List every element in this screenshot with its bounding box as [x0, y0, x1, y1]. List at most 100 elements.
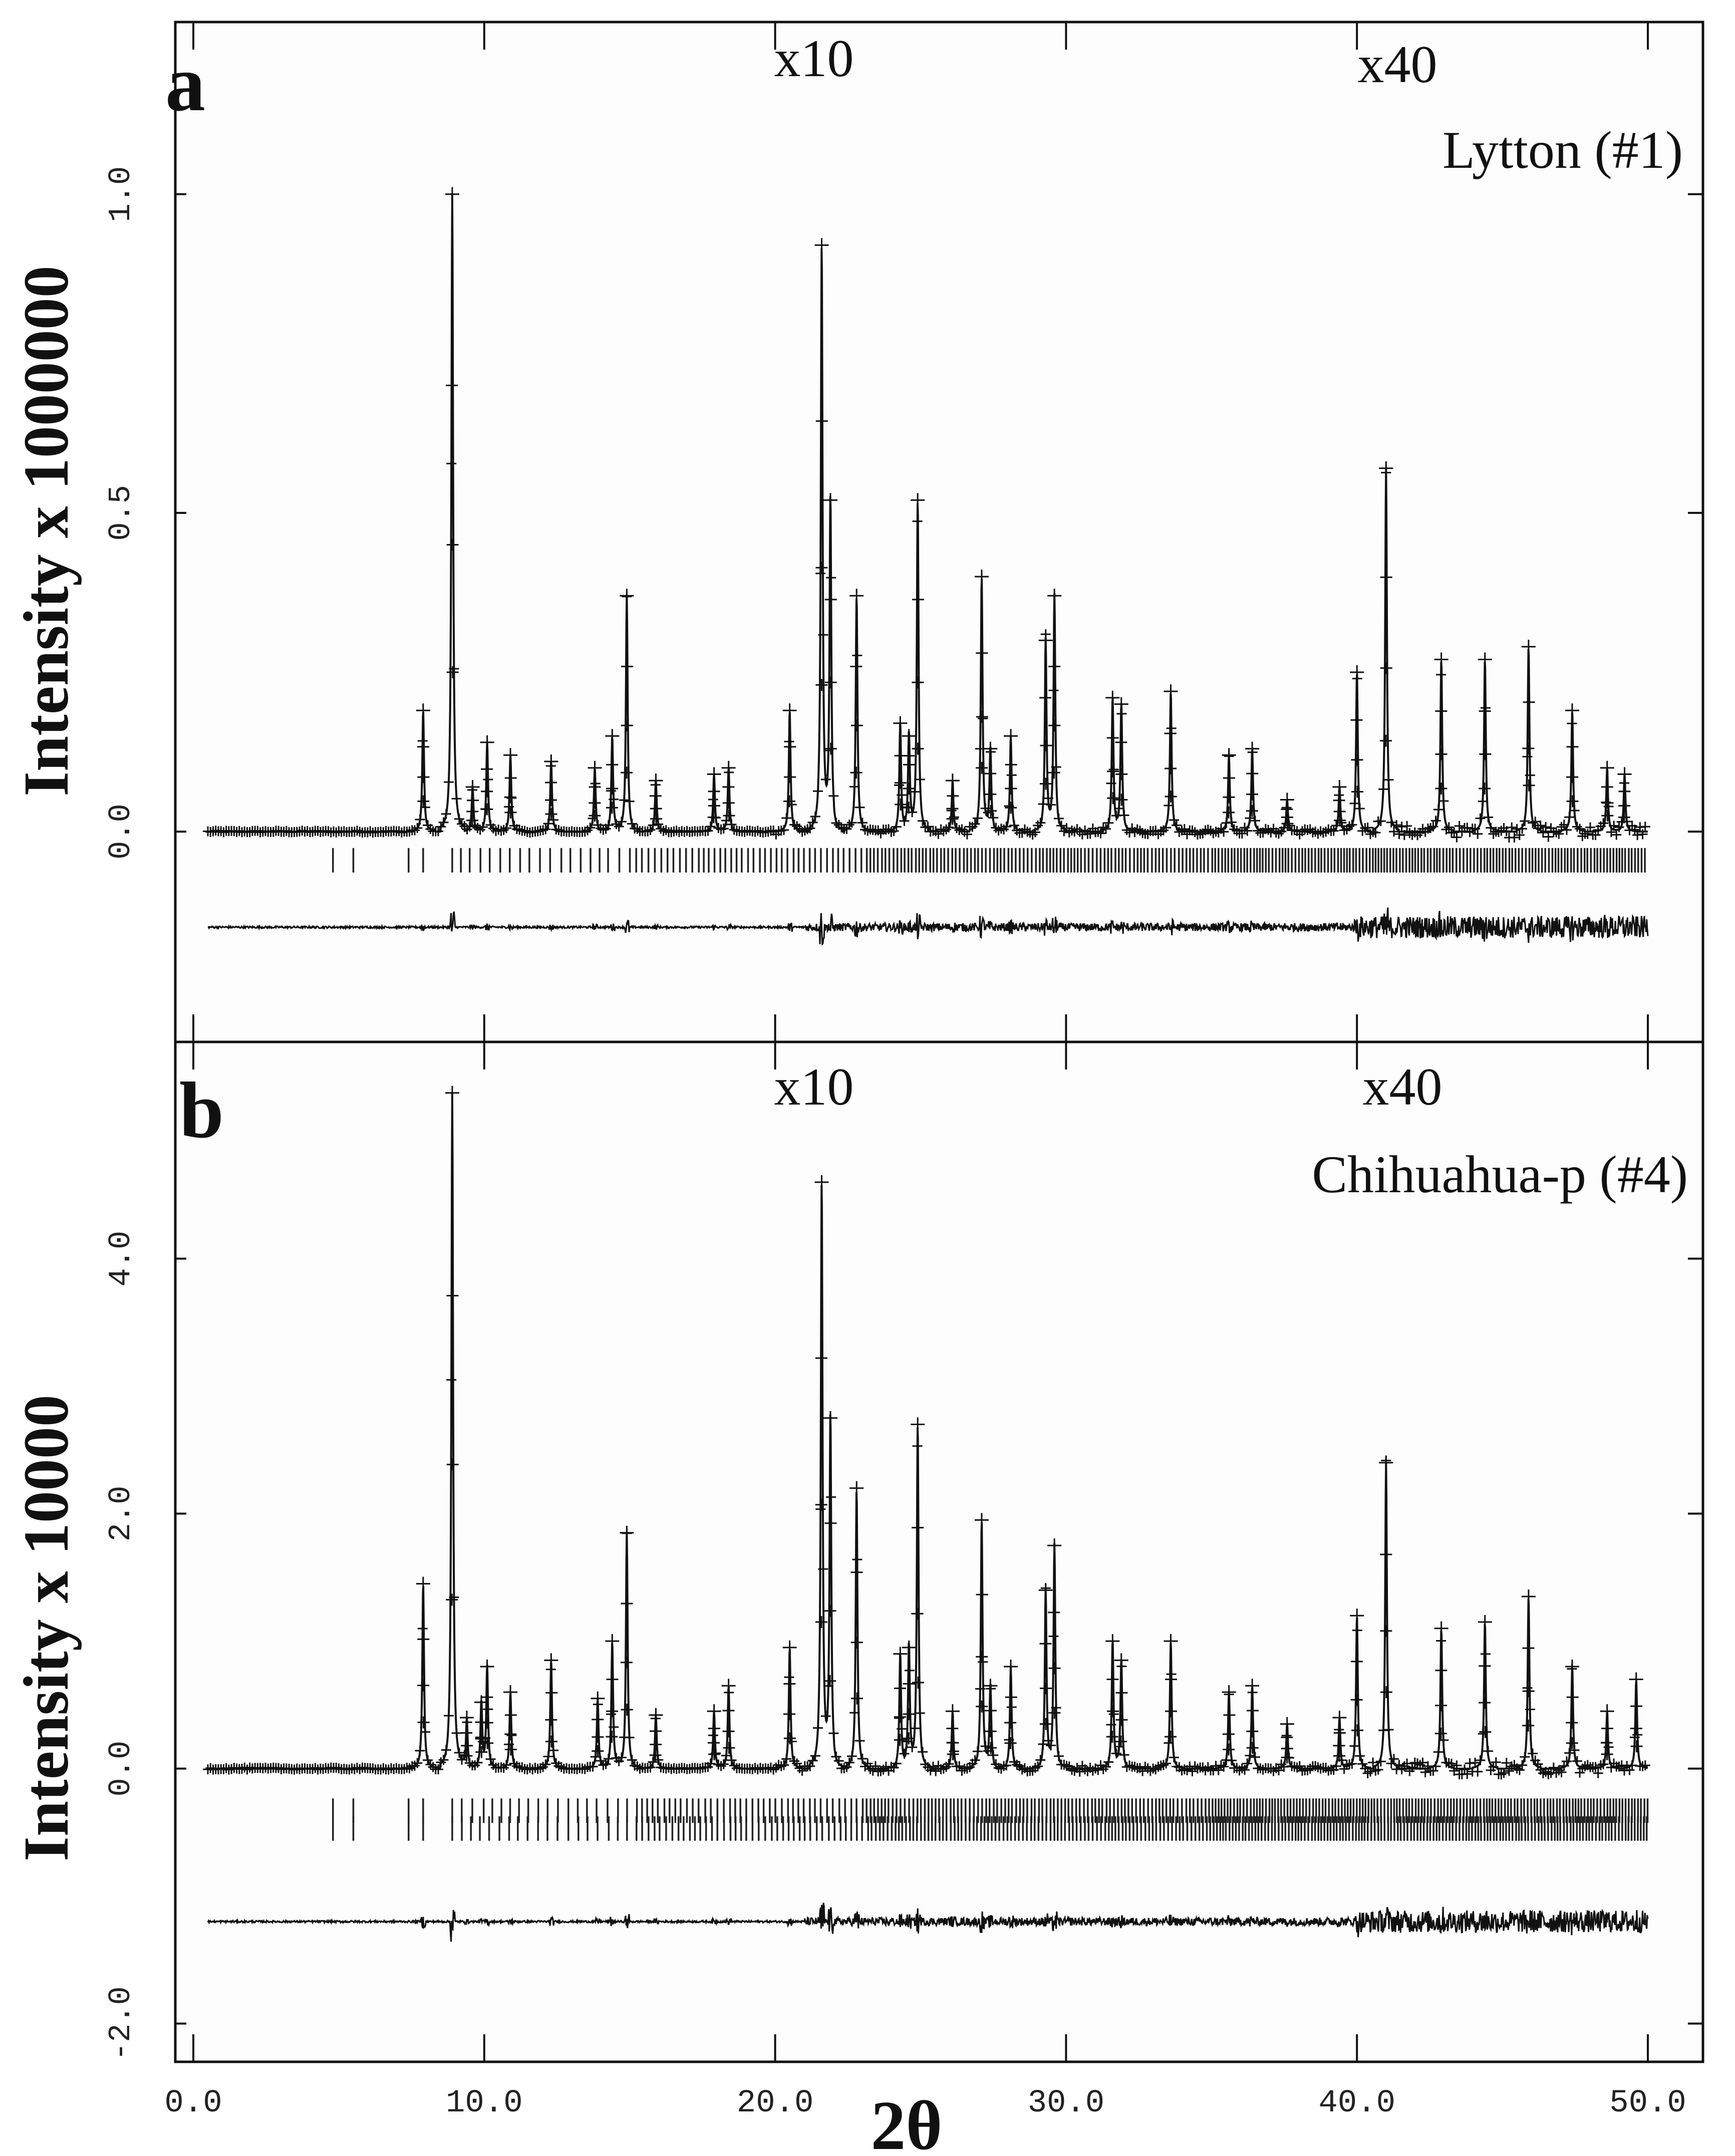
panel-b-observed-point: [907, 1742, 918, 1752]
panel-b-observed-point: [1566, 1717, 1578, 1729]
panel-a-observed-point: [1383, 774, 1394, 785]
panel-b-observed-point: [722, 1704, 735, 1717]
panel-a-observed-point: [412, 823, 423, 833]
panel-b-observed-point: [984, 1725, 997, 1738]
panel-a-observed-point: [1333, 794, 1345, 806]
panel-b-observed-point: [1572, 1756, 1582, 1766]
panel-a-observed-point: [1085, 829, 1095, 839]
panel-b-observed-peak-top: [649, 1708, 663, 1722]
panel-b-observed-point: [818, 1564, 828, 1574]
panel-a-observed-point: [1333, 814, 1346, 827]
panel-b-observed-peak-top: [1521, 1589, 1536, 1604]
panel-a-observed-point: [648, 820, 658, 831]
panel-a-observed-point: [985, 804, 997, 817]
panel-b-observed-point: [472, 1757, 483, 1768]
panel-b-observed-point: [833, 1756, 844, 1766]
panel-a-observed-point: [1053, 813, 1064, 824]
panel-a-observed-point: [1006, 770, 1017, 780]
panel-b-observed-point: [783, 1678, 796, 1690]
panel-b-observed-point: [609, 1722, 619, 1732]
panel-b-observed-point: [726, 1755, 737, 1765]
panel-b-observed-point: [1004, 1737, 1017, 1749]
panel-b-observed-point: [970, 1755, 980, 1765]
panel-a-observed-point: [621, 766, 633, 779]
panel-a-scale-x10: x10: [774, 29, 854, 88]
panel-b-observed-point: [1435, 1699, 1448, 1712]
panel-b-observed-point: [783, 1708, 796, 1720]
panel-a-observed-point: [807, 817, 818, 828]
panel-b-observed-point: [903, 1708, 915, 1720]
panel-a-observed-point: [1514, 830, 1525, 841]
panel-b-observed-point: [1417, 1757, 1428, 1768]
panel-a-observed-point: [481, 763, 493, 775]
panel-a-observed-point: [812, 786, 823, 796]
panel-b-observed-point: [446, 1289, 459, 1302]
panel-b-observed-point: [1107, 1705, 1119, 1718]
panel-a-observed-point: [1106, 732, 1119, 744]
x-tick-label: 0.0: [164, 2085, 222, 2121]
panel-a-observed-point: [1436, 669, 1447, 680]
panel-b-observed-point: [1556, 1767, 1567, 1777]
panel-a-observed-point: [1575, 824, 1585, 834]
panel-a-observed-point: [1165, 762, 1177, 775]
panel-a-observed-point: [1611, 830, 1622, 840]
panel-b-observed-peak-top: [782, 1640, 797, 1655]
panel-b-observed-point: [824, 1675, 836, 1687]
panel-b-observed-point: [1520, 1752, 1530, 1762]
panel-a-observed-point: [1507, 822, 1517, 833]
panel-b-observed-point: [1355, 1751, 1365, 1761]
panel-a-observed-point: [781, 813, 792, 823]
panel-a-observed-point: [978, 713, 988, 724]
panel-a-observed-point: [545, 808, 557, 821]
panel-a-observed-point: [1541, 822, 1551, 832]
panel-a-observed-peak-top: [1114, 697, 1128, 711]
panel-b-observed-peak-top: [591, 1691, 605, 1706]
panel-a-observed-point: [815, 415, 828, 427]
panel-a-observed-point: [619, 795, 630, 805]
panel-a-observed-point: [1520, 816, 1530, 827]
panel-b-observed-point: [1242, 1758, 1253, 1769]
panel-b-observed-point: [1380, 1548, 1392, 1561]
panel-b-observed-point: [481, 1737, 494, 1749]
panel-a-observed-point: [606, 785, 617, 796]
panel-a-observed-point: [988, 813, 999, 823]
panel-a-observed-point: [1435, 782, 1448, 795]
panel-a-observed-point: [544, 776, 557, 789]
panel-a-observed-point: [1566, 795, 1579, 807]
panel-b-observed-point: [947, 1748, 959, 1761]
panel-b-observed-point: [616, 1752, 627, 1763]
panel-b-observed-point: [1630, 1700, 1643, 1712]
panel-a-observed-peak-top: [1332, 780, 1347, 794]
panel-a-observed-point: [1242, 826, 1253, 836]
panel-b-observed-point: [1564, 1748, 1575, 1758]
panel-a-observed-point: [1525, 770, 1535, 780]
panel-a-observed-point: [1380, 662, 1392, 674]
panel-a-observed-point: [1164, 727, 1177, 740]
panel-a-observed-point: [1479, 705, 1491, 717]
panel-a-observed-point: [1223, 772, 1235, 784]
panel-a-observed-point: [912, 676, 924, 689]
panel-a-observed-point: [417, 795, 430, 807]
panel-b-observed-point: [592, 1731, 604, 1743]
panel-a-observed-point: [976, 711, 988, 723]
panel-b-observed-point: [852, 1554, 862, 1565]
panel-b-observed-point: [850, 1636, 863, 1649]
panel-a-observed-point: [783, 795, 796, 807]
panel-b-observed-point: [1164, 1738, 1174, 1748]
panel-b-observed-point: [649, 1749, 662, 1761]
panel-a-observed-peak-top: [605, 729, 620, 743]
panel-b-observed-point: [540, 1759, 551, 1770]
panel-a-observed-peak-top: [902, 729, 916, 743]
panel-a-observed-point: [1370, 828, 1381, 838]
panel-a-observed-point: [1478, 796, 1488, 806]
panel-b-observed-point: [545, 1735, 557, 1748]
x-axis-title: 2θ: [871, 2087, 942, 2156]
panel-b-observed-point: [815, 1504, 826, 1514]
panel-b-observed-point: [624, 1732, 635, 1743]
panel-a-observed-point: [1435, 705, 1448, 717]
panel-b-ytick-label: 4.0: [103, 1231, 139, 1287]
panel-b-observed-peak-top: [945, 1704, 960, 1719]
panel-a-observed-point: [1559, 820, 1569, 830]
panel-b-observed-point: [621, 1703, 633, 1716]
panel-b-observed-point: [891, 1758, 902, 1769]
